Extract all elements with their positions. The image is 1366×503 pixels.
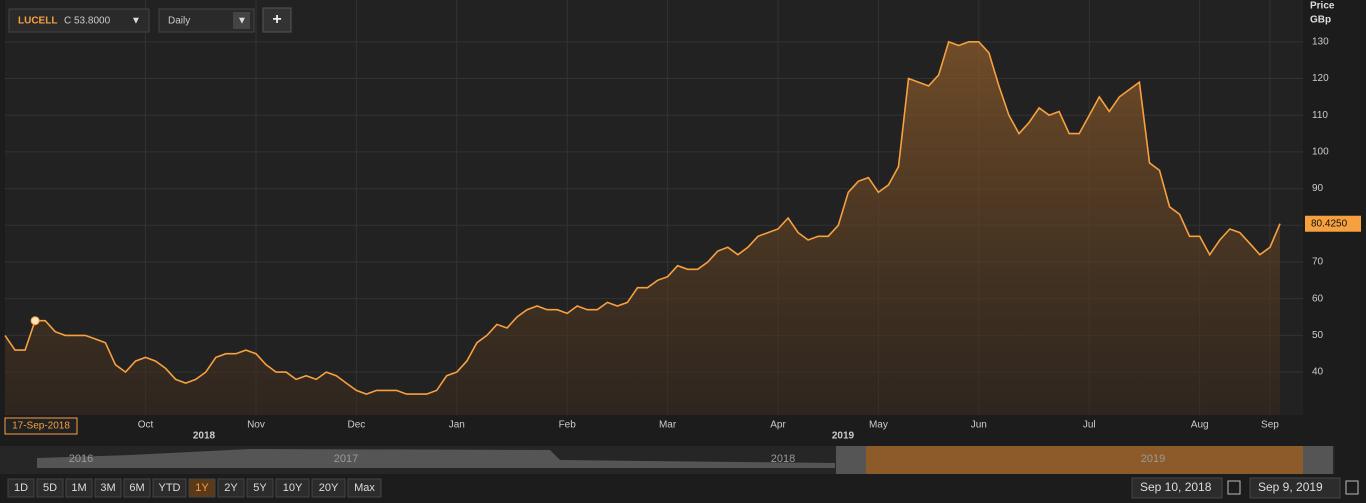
date-input[interactable]: [1131, 477, 1223, 499]
y-tick-label: 40: [1312, 367, 1324, 378]
date-input-label: Sep 10, 2018: [1140, 480, 1212, 494]
interval: Daily: [168, 16, 190, 27]
x-tick-label: Dec: [347, 420, 365, 431]
navigator-handle[interactable]: [836, 446, 866, 474]
range-button-label: 20Y: [319, 482, 339, 494]
y-tick-label: 60: [1312, 293, 1324, 304]
calendar-icon[interactable]: [1227, 480, 1241, 495]
range-button-label: 10Y: [283, 482, 303, 494]
range-button-label: Max: [354, 482, 375, 494]
range-button[interactable]: [347, 478, 382, 498]
range-button-label: 6M: [129, 482, 144, 494]
last-value-box: [1305, 215, 1361, 232]
x-tick-label: Aug: [1191, 420, 1209, 431]
x-tick-label: Sep: [1261, 420, 1279, 431]
x-tick-label: Jul: [1083, 420, 1096, 431]
range-button-label: 3M: [100, 482, 115, 494]
dropdown-arrow: ▼: [131, 16, 141, 27]
last-value-label: 80.4250: [1311, 218, 1348, 229]
range-button-label: 1Y: [195, 482, 209, 494]
range-button[interactable]: [123, 478, 151, 498]
date-flag-label: 17-Sep-2018: [12, 421, 70, 432]
range-button-label: 5Y: [253, 482, 267, 494]
date-flag: [4, 417, 78, 435]
add-label: +: [272, 11, 281, 28]
area: [5, 41, 1280, 416]
range-button-label: YTD: [159, 482, 181, 494]
x-tick-label: Mar: [659, 420, 677, 431]
y-tick-label: 130: [1312, 36, 1329, 47]
navigator-window[interactable]: [866, 446, 1303, 474]
x-tick-label: Nov: [247, 420, 265, 431]
close-price: C 53.8000: [64, 16, 111, 27]
y-tick-label: 110: [1312, 110, 1328, 121]
navigator-label: 2018: [771, 453, 795, 465]
x-tick-label: Oct: [138, 420, 154, 431]
x-tick-label: Feb: [559, 420, 577, 431]
navigator-label: 2016: [69, 453, 93, 465]
highlight-point: [30, 316, 40, 326]
range-button[interactable]: [217, 478, 245, 498]
calendar-icon[interactable]: [1345, 480, 1359, 495]
y-axis-label: Price: [1310, 1, 1335, 12]
x-tick-label: May: [869, 420, 888, 431]
range-button[interactable]: [7, 478, 35, 498]
range-button-label: 1M: [71, 482, 86, 494]
symbol-box[interactable]: [8, 8, 150, 33]
range-button-label: 1D: [14, 482, 28, 494]
y-tick-label: 120: [1312, 73, 1329, 84]
navigator-label: 2017: [334, 453, 358, 465]
range-button[interactable]: [311, 478, 346, 498]
x-tick-label: Jan: [449, 420, 465, 431]
range-button-label: 5D: [43, 482, 57, 494]
navigator-silhouette: [37, 449, 835, 468]
dropdown-arrow: ▼: [237, 16, 247, 27]
navigator-label: 2019: [1141, 453, 1165, 465]
range-button[interactable]: [188, 478, 216, 498]
interval-box[interactable]: [158, 8, 255, 33]
y-tick-label: 90: [1312, 183, 1324, 194]
range-button[interactable]: [36, 478, 64, 498]
range-button[interactable]: [275, 478, 310, 498]
range-button[interactable]: [246, 478, 274, 498]
price-line: [4, 40, 1281, 395]
year-label: 2018: [193, 431, 216, 442]
range-button[interactable]: [94, 478, 122, 498]
x-tick-label: Jun: [971, 420, 987, 431]
range-button[interactable]: [152, 478, 187, 498]
y-axis-unit: GBp: [1310, 15, 1331, 26]
year-label: 2019: [832, 431, 855, 442]
range-button-label: 2Y: [224, 482, 238, 494]
date-input-label: Sep 9, 2019: [1258, 480, 1323, 494]
y-tick-label: 100: [1312, 147, 1329, 158]
navigator-handle[interactable]: [1303, 446, 1333, 474]
range-button[interactable]: [65, 478, 93, 498]
y-tick-label: 70: [1312, 257, 1324, 268]
add-button[interactable]: [262, 7, 292, 33]
x-tick-label: Apr: [770, 420, 786, 431]
interval-arrow-box: [233, 12, 250, 29]
y-tick-label: 50: [1312, 330, 1324, 341]
date-input[interactable]: [1249, 477, 1341, 499]
symbol: LUCELL: [18, 16, 57, 27]
